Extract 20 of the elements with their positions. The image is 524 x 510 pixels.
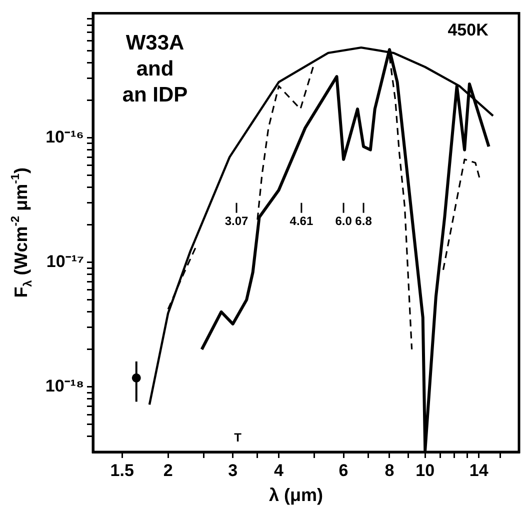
x-tick-label: 14: [469, 460, 489, 480]
x-tick-label: 6: [338, 460, 348, 480]
y-axis-title: Fλ (Wcm-2 μm-1): [8, 167, 35, 298]
ref-line-label: 4.61: [290, 214, 314, 228]
annotation: T: [234, 430, 242, 444]
y-tick-label: 10⁻¹⁷: [46, 252, 84, 271]
x-tick-label: 1.5: [110, 460, 134, 480]
y-tick-label: 10⁻¹⁶: [46, 127, 84, 146]
y-tick-label: 10⁻¹⁸: [45, 376, 84, 396]
ref-line-label: 6.0: [335, 214, 352, 228]
x-axis-title: λ (μm): [268, 484, 324, 505]
x-tick-label: 10: [416, 460, 435, 480]
x-tick-label: 3: [228, 460, 238, 480]
x-tick-label: 2: [163, 460, 173, 480]
x-tick-label: 4: [274, 460, 284, 480]
ref-line-label: 3.07: [224, 214, 249, 228]
x-tick-label: 8: [384, 460, 394, 480]
ref-line-label: 6.8: [355, 214, 372, 228]
text: W33A and an IDP: [122, 31, 188, 106]
text: 450K: [448, 20, 490, 40]
